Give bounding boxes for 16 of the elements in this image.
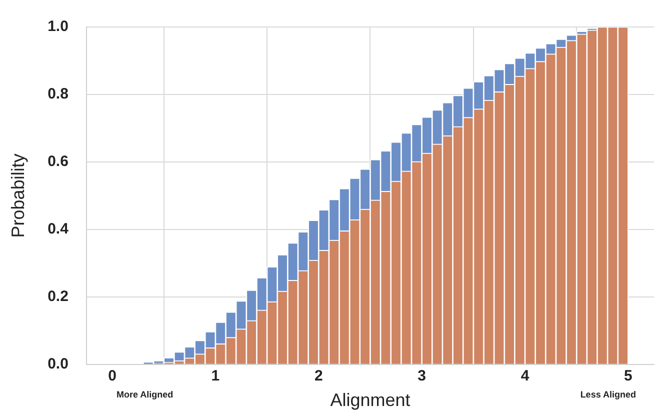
y-tick-label: 0.4 xyxy=(48,220,70,238)
y-tick-label: 1.0 xyxy=(48,18,68,36)
text: Less Aligned xyxy=(580,389,636,400)
x-tick-label: 0 xyxy=(108,368,116,385)
x-tick-label: 4 xyxy=(520,368,530,385)
x-tick-label: 1 xyxy=(211,368,220,385)
x-axis-title: Alignment xyxy=(330,390,410,410)
x-tick-label: 2 xyxy=(314,368,323,385)
y-axis-title: Probability xyxy=(8,154,28,238)
y-tick-label: 0.2 xyxy=(48,288,68,306)
x-tick-label: 5 xyxy=(624,368,632,385)
text: More Aligned xyxy=(116,389,174,400)
y-tick-label: 0.6 xyxy=(48,153,68,170)
x-tick-label: 3 xyxy=(418,368,426,385)
y-tick-label: 0.8 xyxy=(48,86,68,103)
y-tick-label: 0.0 xyxy=(48,356,68,373)
